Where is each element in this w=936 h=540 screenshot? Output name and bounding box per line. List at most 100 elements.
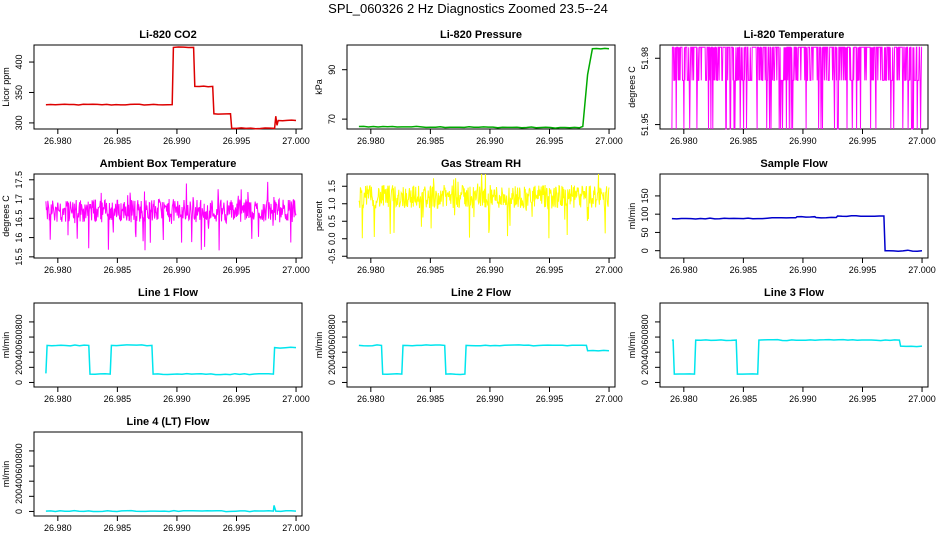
- y-tick-label: 0.0: [327, 232, 337, 245]
- y-tick-label: 400: [327, 345, 337, 360]
- data-series-line: [45, 344, 297, 376]
- x-tick-label: 26.980: [44, 394, 72, 404]
- x-tick-label: 27.000: [908, 136, 936, 146]
- x-tick-label: 27.000: [282, 523, 310, 533]
- x-tick-label: 26.990: [789, 265, 817, 275]
- y-tick-label: 51.98: [640, 47, 650, 70]
- y-tick-label: 800: [14, 443, 24, 458]
- x-tick-label: 26.990: [476, 265, 504, 275]
- chart-title: Line 4 (LT) Flow: [127, 416, 210, 428]
- plot-frame: [346, 173, 616, 259]
- y-tick-label: 600: [327, 330, 337, 345]
- y-tick-label: 400: [14, 345, 24, 360]
- x-tick-label: 26.995: [849, 394, 877, 404]
- y-tick-label: 51.95: [640, 113, 650, 136]
- x-tick-label: 26.985: [417, 394, 445, 404]
- x-tick-label: 26.985: [104, 265, 132, 275]
- chart-title: Line 2 Flow: [451, 287, 511, 299]
- y-tick-label: 0: [14, 380, 24, 385]
- x-tick-label: 26.980: [357, 136, 385, 146]
- y-tick-label: 800: [327, 314, 337, 329]
- data-series-line: [358, 173, 610, 239]
- x-tick-label: 26.995: [536, 394, 564, 404]
- plot-frame: [659, 302, 929, 388]
- data-series-line: [358, 47, 610, 129]
- y-tick-label: 50: [640, 227, 650, 237]
- y-axis-label: percent: [314, 200, 324, 231]
- x-tick-label: 26.995: [223, 136, 251, 146]
- data-series-line: [45, 181, 297, 251]
- x-tick-label: 26.985: [417, 265, 445, 275]
- x-tick-label: 27.000: [282, 394, 310, 404]
- x-tick-label: 26.980: [44, 136, 72, 146]
- x-tick-label: 26.990: [163, 523, 191, 533]
- y-tick-label: 800: [14, 314, 24, 329]
- y-tick-label: 0: [14, 509, 24, 514]
- data-series-line: [45, 505, 297, 513]
- chart-line-2-flow: Line 2 Flow ml/min 26.980 26.985 26.990 26.99…: [314, 287, 623, 404]
- y-tick-label: 100: [640, 207, 650, 222]
- x-tick-label: 26.995: [849, 265, 877, 275]
- y-tick-label: 350: [14, 85, 24, 100]
- x-tick-label: 26.990: [476, 394, 504, 404]
- chart-title: Li-820 Temperature: [744, 29, 845, 41]
- page-title: SPL_060326 2 Hz Diagnostics Zoomed 23.5-…: [328, 1, 608, 16]
- y-tick-label: 15.5: [14, 248, 24, 266]
- data-series-line: [671, 338, 923, 375]
- chart-title: Li-820 Pressure: [440, 29, 522, 41]
- data-series-line: [671, 215, 923, 252]
- x-tick-label: 26.980: [357, 265, 385, 275]
- plot-frame: [33, 44, 303, 130]
- y-axis-label: ml/min: [627, 332, 637, 359]
- chart-title: Sample Flow: [760, 158, 828, 170]
- y-tick-label: 0: [327, 380, 337, 385]
- y-axis-label: Licor ppm: [1, 67, 11, 107]
- plot-frame: [659, 173, 929, 259]
- y-tick-label: 0: [640, 248, 650, 253]
- chart-title: Gas Stream RH: [441, 158, 521, 170]
- x-tick-label: 26.985: [730, 265, 758, 275]
- chart-gas-stream-rh: Gas Stream RH percent 26.980 26.985 26.990 26…: [314, 158, 623, 275]
- x-tick-label: 26.995: [223, 394, 251, 404]
- y-tick-label: 400: [14, 55, 24, 70]
- plot-frame: [346, 302, 616, 388]
- y-tick-label: 200: [327, 360, 337, 375]
- x-tick-label: 27.000: [595, 265, 623, 275]
- x-tick-label: 27.000: [908, 394, 936, 404]
- plot-frame: [33, 431, 303, 517]
- chart-ambient-box-temperature: Ambient Box Temperature degrees C 26.980 26…: [1, 158, 310, 275]
- x-tick-label: 26.980: [670, 136, 698, 146]
- y-tick-label: 1.0: [327, 197, 337, 210]
- x-tick-label: 26.985: [730, 136, 758, 146]
- y-tick-label: 17.5: [14, 171, 24, 189]
- y-tick-label: 600: [14, 459, 24, 474]
- x-tick-label: 26.990: [163, 394, 191, 404]
- y-tick-label: 300: [14, 115, 24, 130]
- x-tick-label: 26.980: [357, 394, 385, 404]
- x-tick-label: 26.990: [789, 394, 817, 404]
- chart-sample-flow: Sample Flow ml/min 26.980 26.985 26.990 26.99…: [627, 158, 936, 275]
- x-tick-label: 26.995: [849, 136, 877, 146]
- x-tick-label: 26.990: [163, 136, 191, 146]
- x-tick-label: 26.990: [476, 136, 504, 146]
- y-axis-label: degrees C: [1, 195, 11, 237]
- chart-line-3-flow: Line 3 Flow ml/min 26.980 26.985 26.990 26.99…: [627, 287, 936, 404]
- x-tick-label: 26.980: [44, 523, 72, 533]
- x-tick-label: 26.995: [536, 265, 564, 275]
- x-tick-label: 26.980: [44, 265, 72, 275]
- y-tick-label: 90: [327, 65, 337, 75]
- y-tick-label: 0.5: [327, 215, 337, 228]
- x-tick-label: 26.995: [536, 136, 564, 146]
- chart-title: Li-820 CO2: [139, 29, 196, 41]
- y-tick-label: 800: [640, 314, 650, 329]
- y-tick-label: 0: [640, 380, 650, 385]
- y-axis-label: kPa: [314, 79, 324, 95]
- y-axis-label: ml/min: [627, 203, 637, 230]
- y-tick-label: 1.5: [327, 180, 337, 193]
- x-tick-label: 26.980: [670, 394, 698, 404]
- x-tick-label: 26.980: [670, 265, 698, 275]
- x-tick-label: 27.000: [595, 136, 623, 146]
- y-tick-label: 200: [14, 360, 24, 375]
- y-tick-label: 600: [14, 330, 24, 345]
